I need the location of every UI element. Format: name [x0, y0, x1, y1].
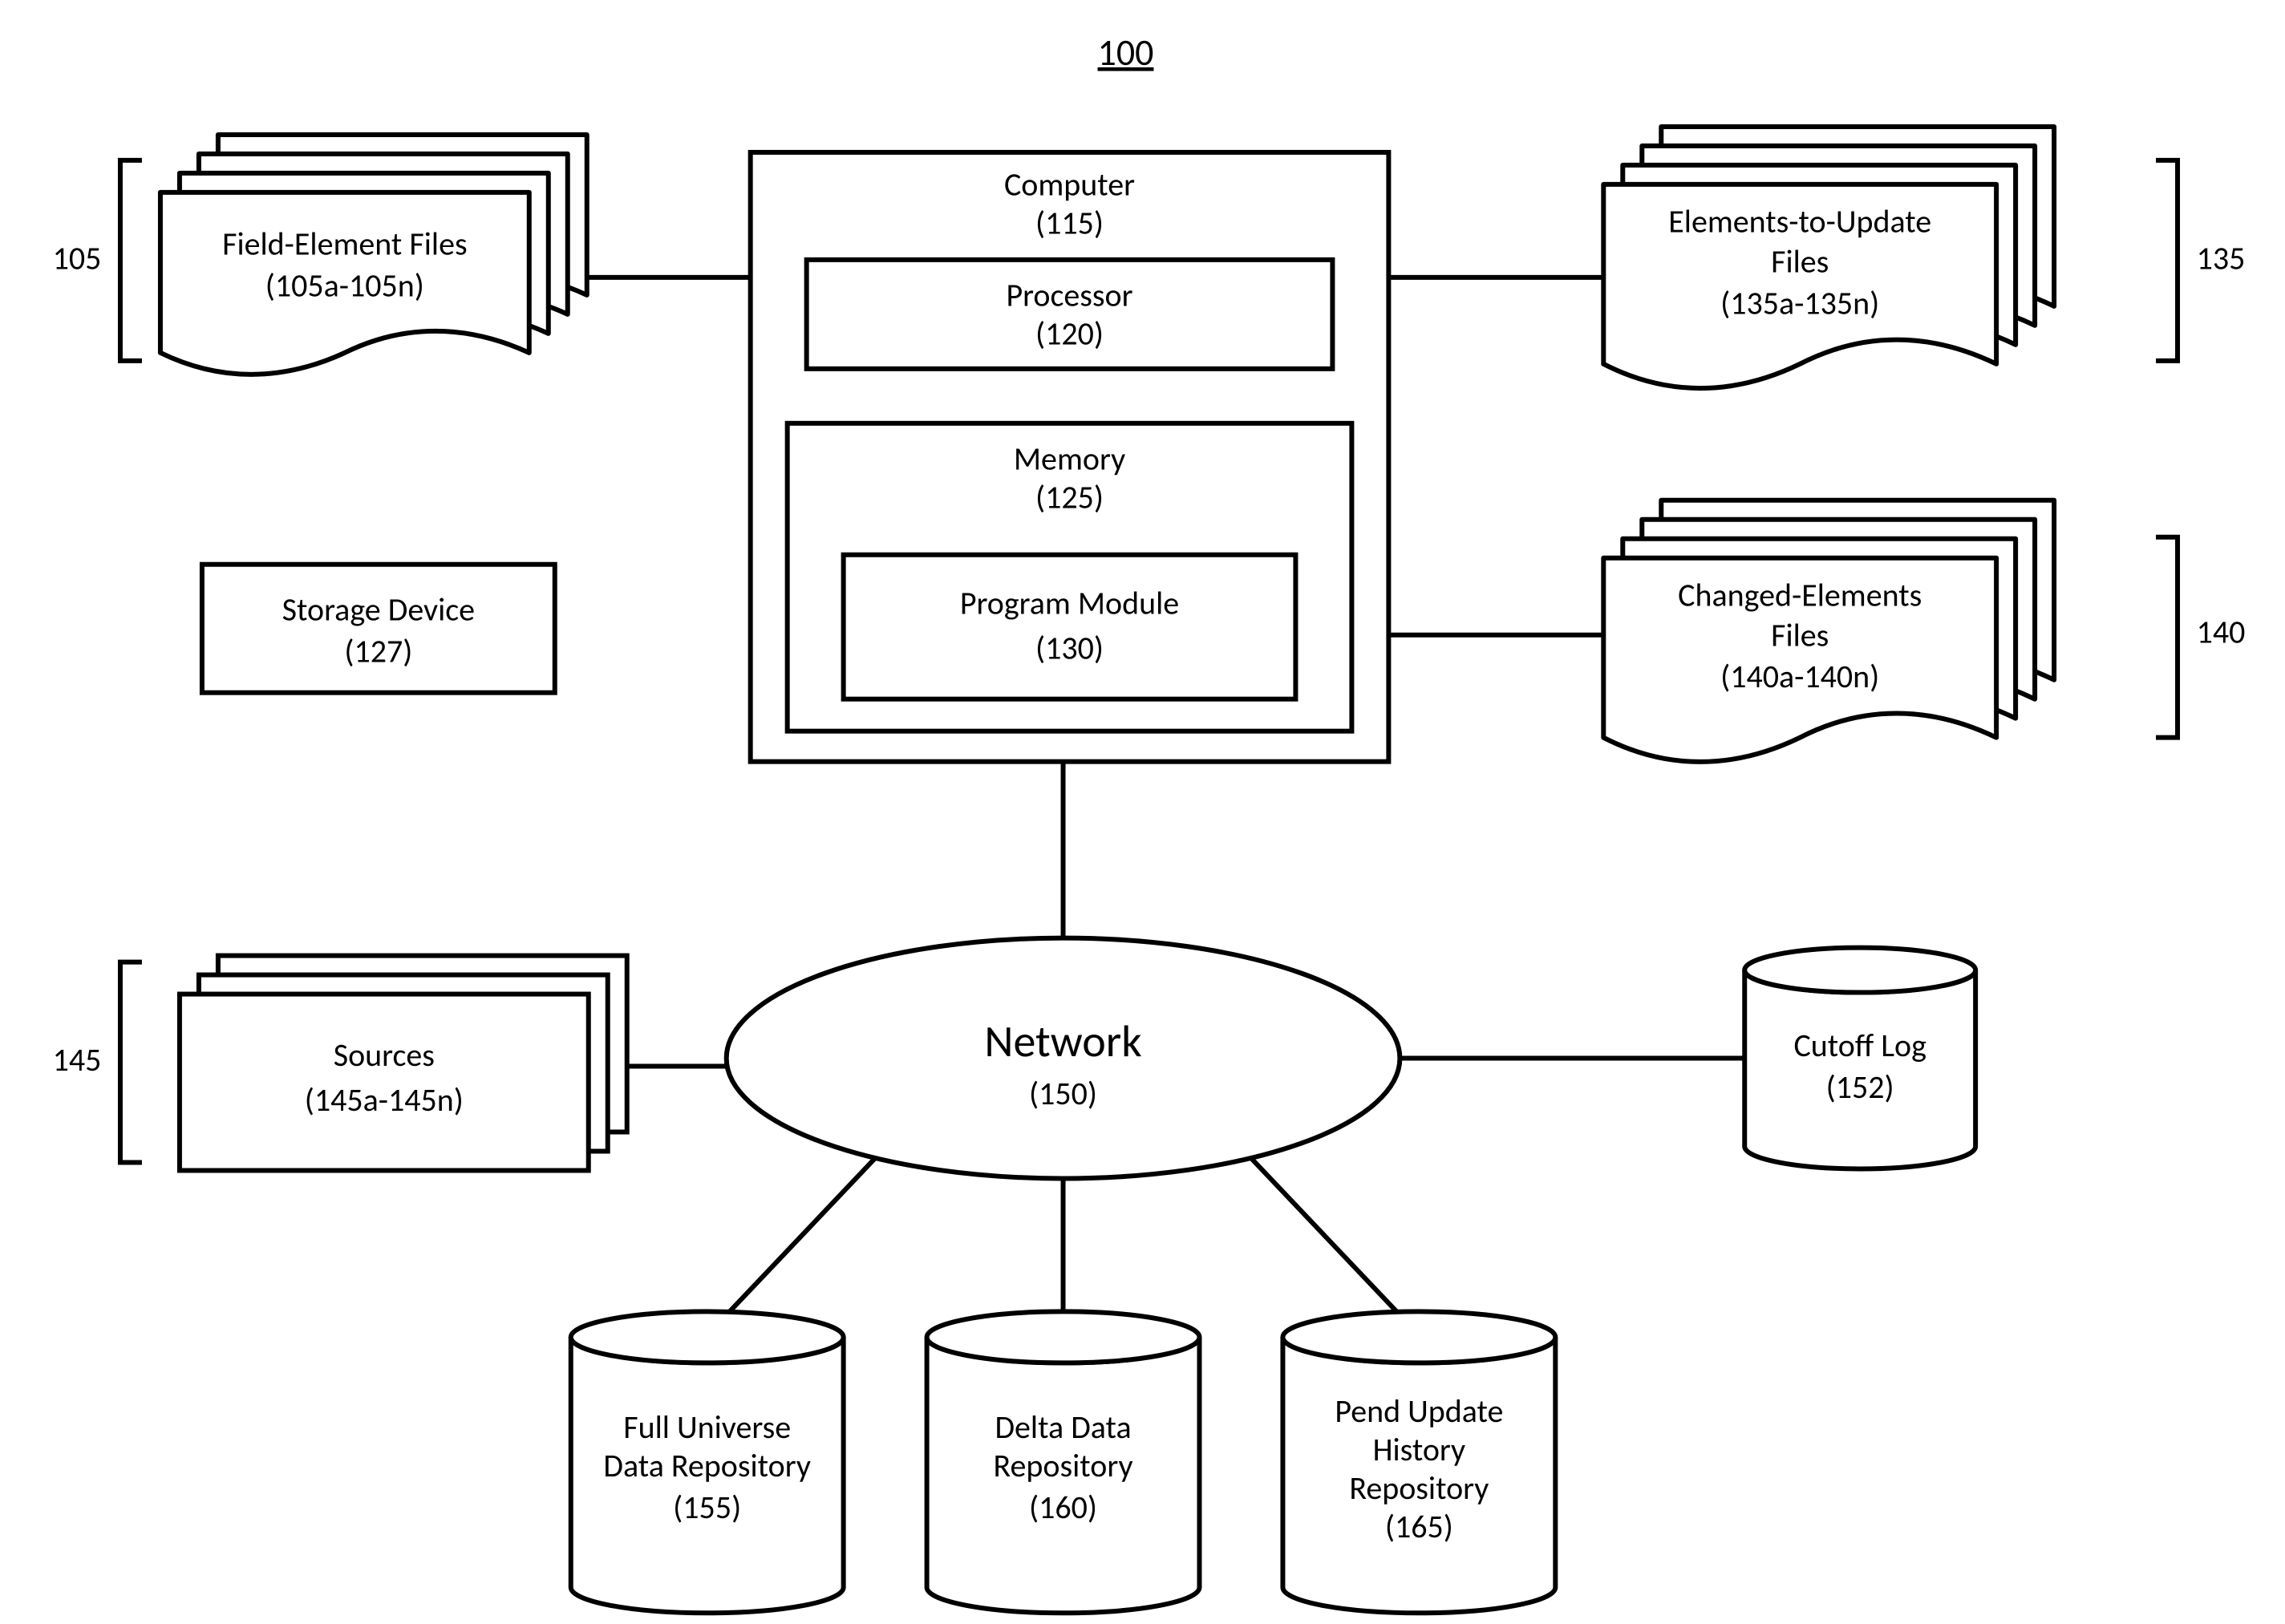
- delta-data-cyl: Delta DataRepository(160): [927, 1311, 1200, 1613]
- full-universe-cyl: Full UniverseData Repository(155): [571, 1311, 844, 1613]
- computer-box-label: (115): [1035, 203, 1104, 242]
- delta-data-cyl-label: Delta Data: [995, 1407, 1131, 1447]
- storage-device-box: Storage Device(127): [202, 565, 555, 693]
- cutoff-log-cyl: Cutoff Log(152): [1744, 948, 1975, 1169]
- field-element-files-label: (105a-105n): [265, 265, 424, 305]
- program-module-box-label: Program Module: [960, 583, 1179, 622]
- cutoff-log-cyl-label: Cutoff Log: [1793, 1026, 1926, 1065]
- pend-update-cyl-label: History: [1373, 1430, 1466, 1469]
- changed-elements-files-label: (140a-140n): [1720, 657, 1879, 696]
- processor-box-label: Processor: [1006, 275, 1132, 314]
- field-element-files-label: Field-Element Files: [222, 224, 468, 263]
- storage-device-box-label: (127): [344, 631, 412, 670]
- network-ellipse-label: Network: [984, 1014, 1141, 1069]
- program-module-box: Program Module (130): [844, 555, 1296, 699]
- pend-update-cyl-label: Repository: [1349, 1468, 1489, 1508]
- elements-to-update-files-label: Elements-to-Update: [1668, 201, 1931, 241]
- pend-update-cyl-label: (165): [1385, 1507, 1453, 1546]
- network-ellipse-label: (150): [1029, 1074, 1097, 1113]
- full-universe-cyl-label: Full Universe: [623, 1407, 791, 1447]
- full-universe-cyl-label: (155): [673, 1488, 741, 1527]
- changed-elements-files-label: Changed-Elements: [1678, 575, 1922, 614]
- delta-data-cyl-label: Repository: [993, 1446, 1132, 1485]
- computer-box-label: Computer: [1004, 164, 1135, 204]
- lbl-145: 145: [53, 1040, 102, 1079]
- full-universe-cyl-label: Data Repository: [603, 1446, 811, 1485]
- memory-box-label: (125): [1035, 477, 1104, 516]
- elements-to-update-files-label: (135a-135n): [1720, 283, 1879, 322]
- pend-update-cyl: Pend UpdateHistoryRepository(165): [1282, 1311, 1555, 1613]
- sources-stack: Sources (145a-145n): [180, 956, 627, 1171]
- system-diagram: Field-Element Files(105a-105n) Elements-t…: [0, 0, 2285, 1622]
- memory-box-label: Memory: [1014, 439, 1125, 478]
- elements-to-update-files: Elements-to-UpdateFiles(135a-135n): [1603, 127, 2054, 388]
- lbl-135: 135: [2197, 238, 2246, 277]
- changed-elements-files-label: Files: [1771, 615, 1829, 654]
- network-ellipse: Network (150): [727, 938, 1400, 1179]
- cutoff-log-cyl-label: (152): [1826, 1067, 1894, 1107]
- lbl-105: 105: [53, 238, 102, 277]
- lbl-140: 140: [2197, 612, 2246, 651]
- processor-box-label: (120): [1035, 314, 1104, 353]
- delta-data-cyl-label: (160): [1029, 1488, 1097, 1527]
- processor-box: Processor(120): [807, 260, 1333, 369]
- field-element-files: Field-Element Files(105a-105n): [160, 135, 587, 375]
- sources-stack-label: Sources: [334, 1035, 435, 1075]
- changed-elements-files: Changed-ElementsFiles(140a-140n): [1603, 500, 2054, 762]
- storage-device-box-label: Storage Device: [282, 589, 475, 629]
- program-module-box-label: (130): [1035, 628, 1104, 667]
- elements-to-update-files-label: Files: [1771, 241, 1829, 281]
- diagram-title: 100: [1098, 30, 1154, 75]
- pend-update-cyl-label: Pend Update: [1335, 1391, 1503, 1431]
- sources-stack-label: (145a-145n): [305, 1080, 464, 1120]
